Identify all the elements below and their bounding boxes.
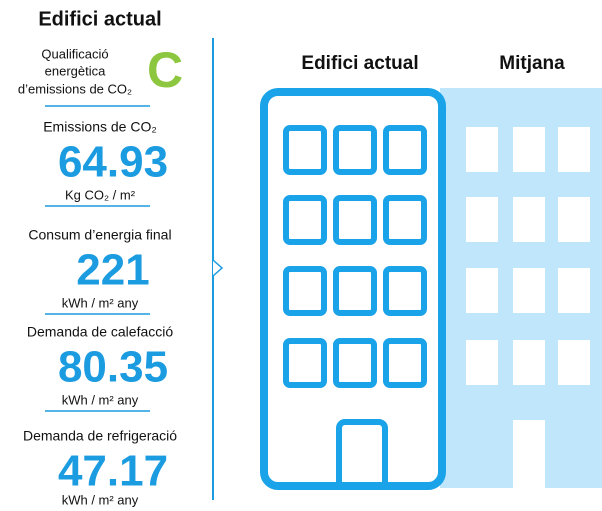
current-heading: Edifici actual — [301, 53, 418, 74]
average-windows — [466, 127, 590, 488]
sidebar-title: Edifici actual — [38, 8, 161, 30]
metric-label: Consum d’energia final — [28, 227, 171, 243]
rating-label: energètica — [45, 63, 106, 78]
current-building — [260, 88, 446, 490]
rating-label: d’emissions de CO₂ — [18, 81, 132, 96]
metric-label: Demanda de calefacció — [27, 324, 174, 340]
metric-value: 80.35 — [58, 343, 168, 392]
metric-value: 47.17 — [58, 447, 168, 496]
rating-label: Qualificació — [41, 46, 108, 61]
metric-label: Emissions de CO₂ — [43, 119, 157, 135]
metric-value: 221 — [76, 246, 149, 295]
rating-grade: C — [147, 42, 183, 98]
metric-unit: kWh / m² any — [62, 392, 139, 407]
current-windows — [283, 125, 427, 486]
metric-value: 64.93 — [58, 138, 168, 187]
metric-unit: kWh / m² any — [62, 492, 139, 507]
average-heading: Mitjana — [499, 53, 565, 74]
metric-label: Demanda de refrigeració — [23, 428, 177, 444]
metric-unit: Kg CO₂ / m² — [65, 187, 136, 202]
divider-arrow — [212, 259, 224, 277]
metric-unit: kWh / m² any — [62, 295, 139, 310]
